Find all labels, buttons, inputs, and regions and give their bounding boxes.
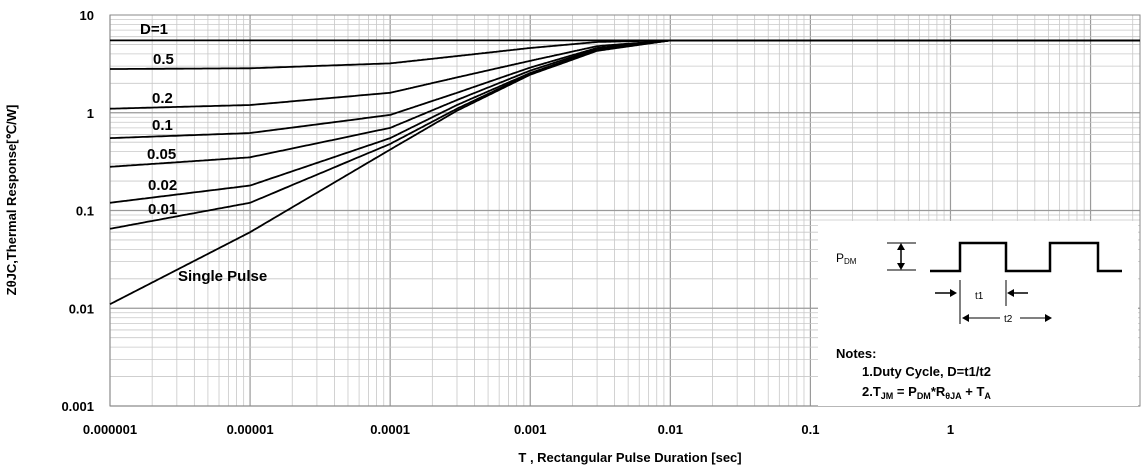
grid	[109, 15, 1140, 407]
pdm-arrowhead-down	[897, 263, 905, 270]
x-tick-label: 0.000001	[83, 422, 137, 437]
series-label: 0.5	[153, 51, 174, 68]
series-label: 0.1	[152, 117, 173, 134]
y-tick-label: 0.1	[76, 204, 94, 219]
y-tick-label: 1	[87, 106, 94, 121]
t1-label: t1	[975, 291, 984, 302]
series-line-5	[109, 39, 1140, 204]
x-tick-label: 0.1	[801, 422, 819, 437]
series-label: 0.2	[152, 90, 173, 107]
y-tick-label: 0.01	[69, 301, 94, 316]
series-label: 0.05	[147, 146, 176, 163]
note-tjm-formula: 2.TJM = PDM*RθJA + TA	[862, 384, 991, 401]
plot-frame	[109, 14, 1141, 407]
inset-background	[818, 221, 1138, 406]
t1-arrowhead-right	[1007, 289, 1014, 297]
notes-title: Notes:	[836, 346, 876, 361]
x-tick-label: 0.00001	[227, 422, 274, 437]
pulse-waveform	[930, 241, 1122, 273]
series-line-3	[109, 39, 1140, 139]
x-tick-label: 0.001	[514, 422, 547, 437]
series-line-2	[109, 39, 1140, 110]
series-line-7	[109, 39, 1140, 305]
pdm-arrowhead-up	[897, 243, 905, 250]
series-label: 0.02	[148, 177, 177, 194]
y-tick-label: 0.001	[61, 399, 94, 414]
t2-arrowhead-right	[1045, 314, 1052, 322]
series-label: Single Pulse	[178, 268, 267, 285]
x-tick-label: 0.0001	[370, 422, 410, 437]
t1-arrowhead-left	[950, 289, 957, 297]
series-labels: D=1 0.5 0.2 0.1 0.05 0.02 0.01 Single Pulse	[140, 21, 267, 285]
t2-arrowhead-left	[962, 314, 969, 322]
y-axis: 10 1 0.1 0.01 0.001	[61, 8, 94, 414]
y-axis-label: ZθJC,Thermal Response[℃/W]	[4, 105, 19, 296]
series-group	[109, 39, 1140, 305]
x-axis-label: T , Rectangular Pulse Duration [sec]	[518, 450, 741, 465]
y-tick-label: 10	[80, 8, 94, 23]
pulse-inset: PDM t1 t2 Notes: 1.Duty Cycle, D=t1/t2 2…	[818, 221, 1138, 406]
t2-label: t2	[1004, 314, 1013, 325]
x-tick-label: 0.01	[658, 422, 683, 437]
x-axis: 0.000001 0.00001 0.0001 0.001 0.01 0.1 1	[83, 422, 954, 437]
note-duty-cycle: 1.Duty Cycle, D=t1/t2	[862, 364, 991, 379]
x-tick-label: 1	[947, 422, 954, 437]
pdm-label: PDM	[836, 251, 857, 266]
series-label: D=1	[140, 21, 168, 38]
series-label: 0.01	[148, 201, 177, 218]
